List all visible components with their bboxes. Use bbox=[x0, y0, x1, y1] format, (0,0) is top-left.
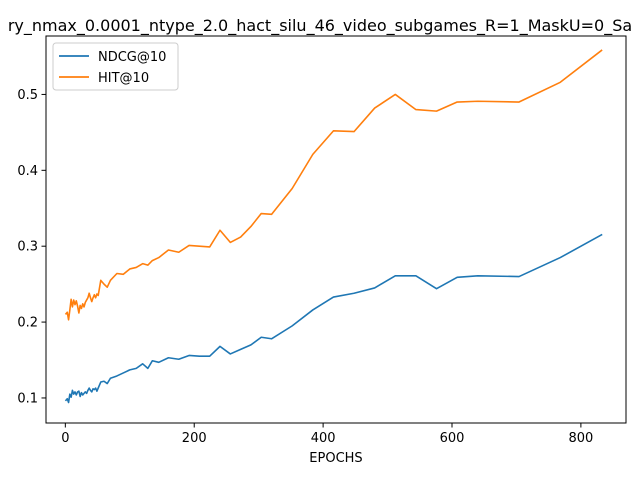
x-tick-label: 400 bbox=[311, 431, 336, 446]
y-tick-label: 0.5 bbox=[17, 88, 38, 103]
legend: NDCG@10 HIT@10 bbox=[52, 42, 179, 91]
x-axis: 0 200 400 600 800 bbox=[61, 423, 593, 446]
x-tick-label: 600 bbox=[440, 431, 465, 446]
y-tick-label: 0.4 bbox=[17, 164, 38, 179]
y-tick-label: 0.3 bbox=[17, 240, 38, 255]
series-line-hit-10 bbox=[64, 49, 603, 321]
x-tick-label: 800 bbox=[568, 431, 593, 446]
y-tick-label: 0.1 bbox=[17, 391, 38, 406]
plot-frame bbox=[45, 35, 627, 424]
x-tick-label: 200 bbox=[182, 431, 207, 446]
chart-title: ry_nmax_0.0001_ntype_2.0_hact_silu_46_vi… bbox=[8, 16, 632, 36]
y-axis: 0.1 0.2 0.3 0.4 0.5 bbox=[17, 88, 46, 406]
legend-box bbox=[52, 42, 179, 91]
series-line-ndcg-10 bbox=[64, 233, 603, 404]
series-layer bbox=[64, 49, 603, 404]
y-tick-label: 0.2 bbox=[17, 316, 38, 331]
x-axis-label: EPOCHS bbox=[309, 451, 362, 466]
x-tick-label: 0 bbox=[61, 431, 69, 446]
legend-label-ndcg: NDCG@10 bbox=[98, 50, 166, 65]
legend-label-hit: HIT@10 bbox=[98, 71, 149, 86]
